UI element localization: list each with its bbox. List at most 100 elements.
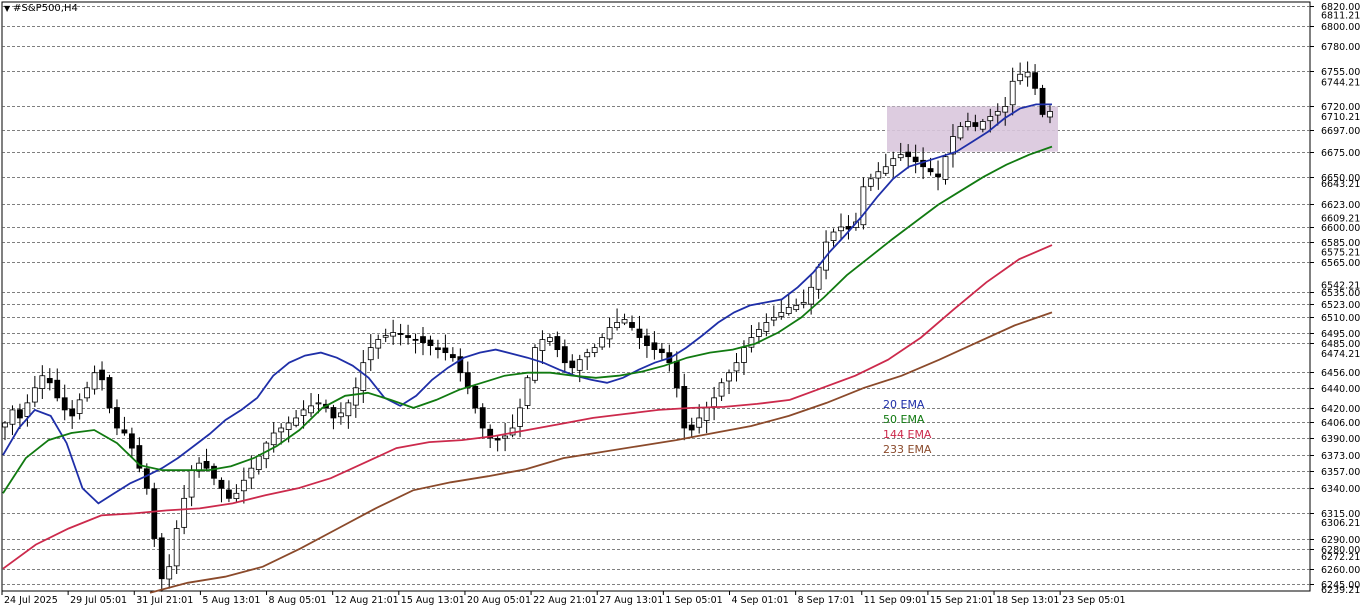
- candle-body: [614, 322, 620, 329]
- candle-body: [539, 339, 546, 351]
- candle-body: [442, 347, 449, 354]
- candle-body: [114, 407, 120, 429]
- candle-body: [681, 386, 688, 429]
- y-tick-label: 6609.21: [1321, 213, 1360, 224]
- candle-body: [718, 382, 725, 397]
- candle-body: [546, 337, 553, 342]
- collapse-icon[interactable]: ▼: [4, 4, 11, 13]
- x-tick-label: 18 Sep 13:01: [996, 595, 1059, 606]
- y-tick-label: 6744.21: [1321, 78, 1360, 89]
- y-tick-label: 6390.00: [1321, 434, 1360, 445]
- chart-title: ▼ #S&P500,H4: [4, 3, 78, 14]
- y-tick-label: 6755.00: [1321, 67, 1360, 78]
- candle-body: [890, 158, 897, 166]
- candle-body: [688, 424, 695, 431]
- candle-body: [673, 360, 680, 389]
- candle-body: [838, 226, 844, 232]
- candle-body: [143, 468, 150, 489]
- candle-body: [1009, 80, 1016, 106]
- candle-body: [84, 387, 91, 399]
- candle-body: [293, 417, 300, 426]
- candle-body: [621, 319, 628, 324]
- candle-body: [39, 375, 46, 389]
- candle-body: [360, 362, 367, 391]
- candle-body: [494, 438, 501, 441]
- y-tick-label: 6245.00: [1321, 580, 1360, 591]
- y-tick-label: 6643.21: [1321, 179, 1360, 190]
- candle-body: [54, 379, 61, 399]
- candle-body: [994, 111, 1001, 116]
- candle-body: [449, 354, 456, 359]
- candle-body: [748, 337, 755, 348]
- candle-body: [606, 327, 613, 340]
- candle-body: [830, 231, 837, 241]
- candle-body: [472, 385, 479, 409]
- series-line: [2, 145, 1053, 494]
- candle-body: [270, 432, 277, 446]
- y-tick-label: 6272.21: [1321, 552, 1360, 563]
- x-tick-label: 4 Sep 01:01: [731, 595, 788, 606]
- candle-body: [248, 467, 255, 479]
- candle-body: [136, 445, 143, 469]
- candle-body: [1024, 71, 1031, 78]
- y-tick-label: 6474.21: [1321, 349, 1360, 360]
- x-tick-label: 15 Aug 13:01: [401, 595, 465, 606]
- candle-body: [226, 489, 232, 499]
- legend-item: 233 EMA: [883, 443, 932, 456]
- candle-body: [24, 402, 31, 417]
- y-tick-label: 6456.00: [1321, 368, 1360, 379]
- candle-body: [957, 126, 964, 139]
- candle-body: [860, 186, 867, 226]
- y-tick-label: 6800.00: [1321, 22, 1360, 33]
- y-tick-label: 6650.00: [1321, 173, 1360, 184]
- candle-body: [9, 409, 16, 425]
- y-tick-label: 6697.00: [1321, 126, 1360, 137]
- candle-body: [173, 528, 180, 567]
- y-tick-label: 6811.21: [1321, 10, 1360, 21]
- candle-body: [726, 372, 732, 382]
- candle-body: [554, 336, 561, 351]
- candle-body: [584, 352, 591, 358]
- candle-body: [651, 342, 658, 351]
- candle-body: [591, 347, 598, 353]
- candle-body: [741, 347, 747, 363]
- candle-body: [517, 407, 523, 427]
- candle-body: [285, 422, 292, 430]
- y-tick-label: 6280.00: [1321, 545, 1360, 556]
- candle-body: [158, 537, 165, 580]
- y-tick-label: 6495.00: [1321, 329, 1360, 340]
- candle-body: [703, 407, 710, 421]
- y-tick-label: 6585.00: [1321, 238, 1360, 249]
- candle-body: [337, 412, 344, 418]
- y-tick-label: 6523.00: [1321, 300, 1360, 311]
- candle-body: [487, 428, 494, 439]
- candle-body: [255, 455, 262, 470]
- y-tick-label: 6542.21: [1321, 281, 1360, 292]
- candle-body: [599, 337, 606, 348]
- candle-body: [1032, 72, 1038, 89]
- candle-body: [927, 168, 934, 173]
- x-tick-label: 27 Aug 13:01: [599, 595, 663, 606]
- candle-body: [502, 435, 509, 439]
- candle-body: [435, 347, 441, 351]
- candle-body: [345, 402, 352, 417]
- x-tick-label: 12 Aug 21:01: [335, 595, 399, 606]
- candle-body: [203, 460, 210, 469]
- candle-body: [181, 497, 188, 528]
- x-tick-label: 15 Sep 21:01: [930, 595, 993, 606]
- candle-body: [867, 178, 874, 187]
- candle-body: [2, 422, 8, 428]
- candle-body: [300, 409, 307, 416]
- candle-body: [121, 429, 128, 434]
- candle-body: [390, 332, 397, 337]
- candle-body: [17, 409, 23, 419]
- candle-body: [479, 407, 486, 429]
- series-line: [2, 244, 1053, 570]
- candle-body: [330, 407, 337, 419]
- candle-body: [770, 317, 777, 321]
- x-tick-label: 11 Sep 09:01: [864, 595, 927, 606]
- candle-body: [979, 121, 986, 130]
- plot-frame: [1, 1, 1311, 592]
